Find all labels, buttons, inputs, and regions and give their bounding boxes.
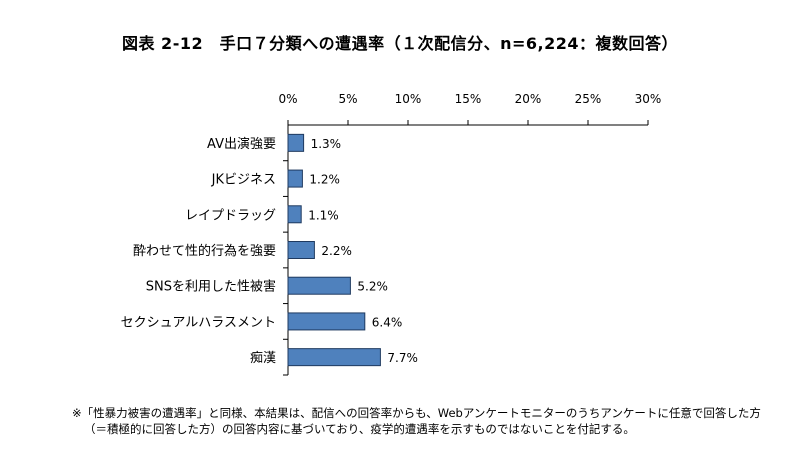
bar-chart: 0% 5% 10% 15% 20% 25% 30% AV出演強要 JKビジネスレイプドラッグ酔わ… [121,92,662,376]
category-label: AV出演強要 [207,136,276,152]
data-label: 7.7% [387,351,418,365]
category-label: レイプドラッグ [185,208,276,223]
bars: 1.3% 1.2% 1.1% 2.2% 5.2% 6.4% 7.7% [287,133,418,367]
x-tick-label: 20% [515,92,542,106]
category-label: 酔わせて性的行為を強要 [133,243,276,259]
x-axis: 0% 5% 10% 15% 20% 25% 30% AV出演強要 JKビジネスレイプドラッグ酔わ… [121,92,662,376]
bar [287,205,302,224]
data-label: 5.2% [357,280,388,294]
x-tick-label: 5% [338,92,357,106]
bar [287,133,305,152]
chart-title: 図表 2-12 手口７分類への遭遇率（１次配信分、n=6,224：複数回答） [121,34,679,53]
x-tick-label: 30% [635,92,662,106]
x-tick-label: 0% [278,92,297,106]
x-tick-label: 25% [575,92,602,106]
data-label: 1.3% [311,137,342,151]
footnote-line-1: ※「性暴力被害の遭遇率」と同様、本結果は、配信への回答率からも、Webアンケート… [72,406,761,420]
data-label: 2.2% [321,244,352,258]
data-label: 6.4% [372,315,403,329]
x-tick-label: 10% [395,92,422,106]
bar [287,169,303,188]
bar [287,312,366,331]
footnote-line-2: （＝積極的に回答した方）の回答内容に基づいており、疫学的遭遇率を示すものではない… [84,422,635,436]
category-label: 痴漢 [250,350,276,366]
bar [287,276,351,295]
x-tick-label: 15% [455,92,482,106]
data-label: 1.1% [308,208,339,222]
footnote: ※「性暴力被害の遭遇率」と同様、本結果は、配信への回答率からも、Webアンケート… [72,405,772,437]
category-label: セクシュアルハラスメント [121,315,276,330]
bar [287,241,315,259]
data-label: 1.2% [309,173,340,187]
bar [287,348,381,367]
category-label: SNSを利用した性被害 [146,279,276,295]
category-label: JKビジネス [211,173,276,188]
